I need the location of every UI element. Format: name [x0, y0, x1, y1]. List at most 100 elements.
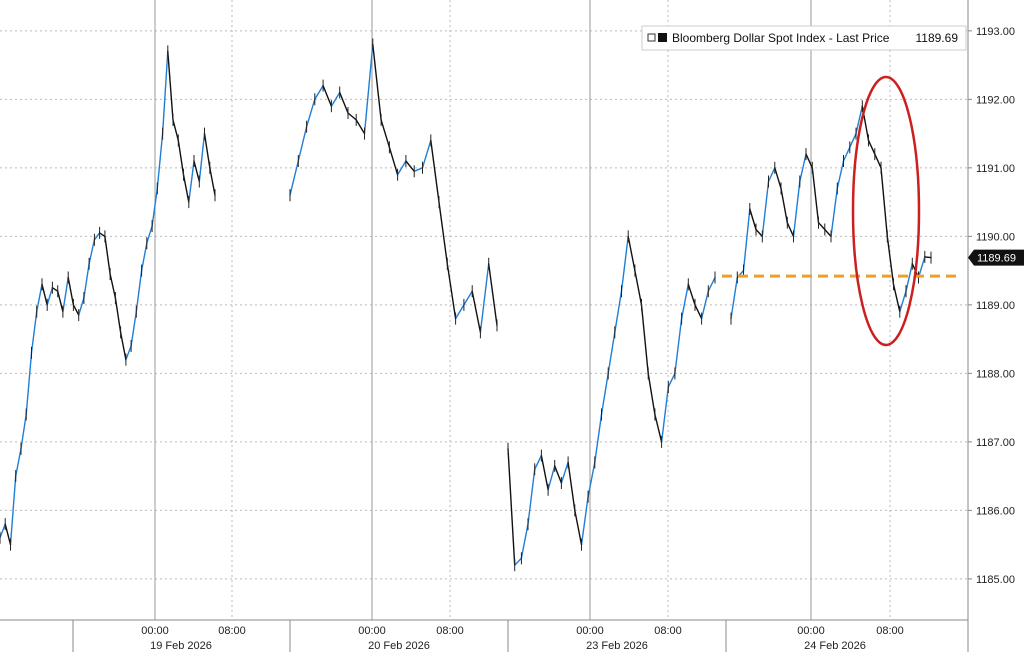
series-line-segment — [193, 160, 201, 183]
series-line-segment — [446, 263, 457, 320]
series-line-segment — [182, 173, 190, 203]
series-line-segment — [209, 167, 216, 196]
series-line-segment — [654, 413, 663, 443]
series-line-segment — [198, 132, 206, 183]
series-line-segment — [20, 413, 27, 450]
series-line-segment — [30, 311, 38, 354]
last-price-tag-shape — [968, 249, 1024, 266]
y-tick-label: 1188.00 — [976, 368, 1015, 380]
y-tick-label: 1185.00 — [976, 574, 1015, 586]
legend-swatch-icon — [658, 33, 667, 42]
series-line-segment — [322, 84, 333, 107]
series-line-segment — [742, 208, 751, 272]
series-line-segment — [172, 119, 180, 142]
highlight-ellipse — [851, 75, 921, 347]
x-tick-label: 00:00 — [141, 625, 169, 637]
series-line-segment — [817, 221, 826, 231]
series-line-segment — [51, 287, 59, 292]
series-line-segment — [647, 372, 656, 416]
legend-series-label: Bloomberg Dollar Spot Index - Last Price — [672, 31, 890, 45]
series-line-segment — [177, 139, 185, 176]
x-tick-label: 00:00 — [576, 625, 604, 637]
series-line-segment — [855, 105, 863, 135]
series-line-segment — [339, 91, 349, 114]
last-price-label: 1189.69 — [977, 253, 1016, 265]
series-line-segment — [9, 475, 17, 546]
x-tick-label: 00:00 — [797, 625, 825, 637]
x-date-label: 23 Feb 2026 — [586, 640, 648, 652]
series-line-segment — [289, 160, 299, 196]
series-line-segment — [805, 153, 813, 169]
series-line-segment — [607, 331, 616, 375]
series-line-segment — [874, 153, 882, 169]
series-line-segment — [314, 84, 324, 101]
legend: Bloomberg Dollar Spot Index - Last Price… — [641, 25, 967, 51]
series-line-segment — [347, 112, 357, 121]
series-line-segment — [77, 297, 85, 316]
y-tick-label: 1186.00 — [976, 505, 1015, 517]
series-line-segment — [36, 283, 43, 313]
price-series — [0, 38, 932, 572]
series-line-segment — [824, 228, 832, 238]
series-line-segment — [355, 119, 366, 135]
series-line-segment — [767, 167, 776, 183]
x-tick-label: 00:00 — [358, 625, 386, 637]
series-line-segment — [151, 187, 159, 227]
series-line-segment — [119, 331, 127, 361]
series-line-segment — [372, 43, 382, 121]
series-line-segment — [454, 304, 465, 320]
gridlines — [0, 0, 968, 620]
legend-toggle-icon[interactable] — [647, 33, 656, 42]
series-line-segment — [560, 461, 569, 484]
series-line-segment — [580, 496, 589, 546]
series-line-segment — [25, 352, 33, 416]
y-tick-label: 1187.00 — [976, 437, 1015, 449]
series-line-segment — [203, 132, 211, 169]
series-line-segment — [594, 413, 603, 464]
series-line-segment — [749, 208, 757, 231]
series-line-segment — [514, 557, 523, 566]
series-line-segment — [125, 345, 132, 361]
series-line-segment — [0, 523, 6, 539]
legend-last-value: 1189.69 — [916, 31, 959, 45]
series-line-segment — [574, 509, 583, 546]
series-line-segment — [330, 91, 341, 107]
x-tick-label: 08:00 — [654, 625, 682, 637]
last-price-tag: 1189.69 — [968, 249, 1024, 266]
series-line-segment — [694, 304, 703, 320]
series-line-segment — [755, 228, 763, 238]
series-line-segment — [899, 290, 907, 313]
x-axis: 00:00 08:00 00:00 08:00 00:00 08:00 00:00 08:00… — [0, 619, 969, 652]
series-line-segment — [380, 119, 391, 149]
series-line-segment — [83, 263, 90, 299]
series-line-segment — [104, 235, 111, 275]
series-line-segment — [109, 273, 117, 299]
series-line-segment — [388, 146, 399, 176]
series-line-segment — [774, 167, 782, 190]
series-line-segment — [135, 269, 143, 313]
series-line-segment — [62, 276, 69, 313]
series-line-segment — [554, 465, 563, 484]
series-line-segment — [421, 139, 432, 169]
series-line-segment — [161, 50, 169, 135]
series-line-segment — [188, 160, 195, 203]
series-line-segment — [830, 187, 838, 238]
series-line-segment — [72, 304, 80, 316]
series-line-segment — [842, 146, 851, 162]
series-line-segment — [567, 461, 576, 512]
series-line-segment — [520, 523, 529, 559]
y-tick-label: 1191.00 — [976, 163, 1015, 175]
series-line-segment — [880, 167, 888, 238]
series-line-segment — [547, 465, 556, 491]
y-axis: 1185.00 1186.00 1187.00 1188.00 1189.00 1190.… — [967, 0, 1015, 620]
series-line-segment — [811, 167, 820, 224]
series-line-segment — [130, 311, 138, 347]
series-line-segment — [527, 468, 536, 525]
series-line-segment — [627, 235, 636, 272]
legend-box — [641, 25, 967, 51]
series-line-segment — [46, 287, 54, 306]
series-line-segment — [667, 372, 676, 388]
x-tick-label: 08:00 — [876, 625, 904, 637]
series-line-segment — [640, 304, 649, 375]
